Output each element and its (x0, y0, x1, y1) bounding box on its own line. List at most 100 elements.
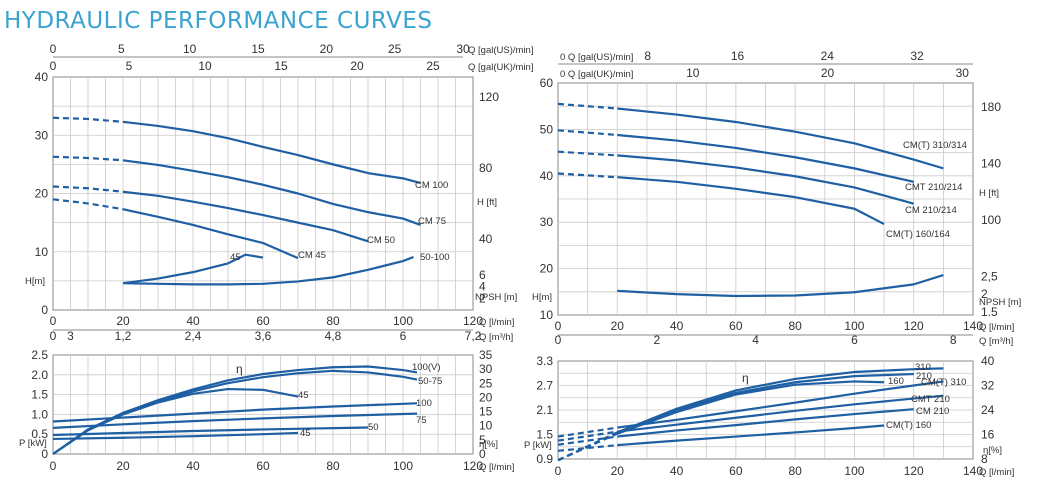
gal-us-tick: 8 (644, 49, 651, 63)
gal-us-axis-label: Q [gal(US)/min] (468, 45, 533, 56)
ft-tick: 100 (981, 213, 1001, 227)
m3h-tick: 8 (950, 333, 957, 347)
y-tick: 60 (540, 76, 554, 90)
npsh-axis-label: NPSH [m] (475, 292, 517, 303)
curve-label: CM(T) 160/164 (886, 229, 950, 240)
x-tick: 120 (904, 319, 924, 333)
y-tick: 0 (41, 447, 48, 461)
y-tick: 3.3 (536, 354, 553, 368)
y-tick: 30 (35, 128, 49, 142)
y-axis-label: H[m] (532, 292, 552, 303)
x-tick: 60 (256, 459, 270, 473)
y-axis-label: P [kW] (524, 440, 552, 451)
series-right_power-1 (616, 372, 914, 434)
curve-label: 50-75 (418, 376, 442, 387)
curve-label: 45 (230, 252, 241, 263)
eta-axis-label: η[%] (479, 439, 498, 450)
curve-label: 50-100 (420, 252, 450, 263)
y-tick: 30 (540, 215, 554, 229)
eta-tick: 20 (479, 390, 493, 404)
x-tick: 140 (963, 319, 983, 333)
eta-tick: 24 (981, 403, 995, 417)
gal-us-axis-label: 0 Q [gal(US)/min] (560, 52, 633, 63)
x-tick: 0 (555, 319, 562, 333)
x-tick: 120 (904, 464, 924, 478)
series-right_power-2 (616, 380, 885, 435)
eta-tick: 15 (479, 405, 493, 419)
x-tick: 100 (393, 459, 413, 473)
eta-tick: 25 (479, 376, 493, 390)
y-tick: 20 (35, 187, 49, 201)
npsh-tick: 2 (981, 287, 988, 301)
x-tick: 80 (326, 314, 340, 328)
curve-label: CM 100 (415, 180, 448, 191)
curve-label: CM 45 (298, 250, 326, 261)
x-tick: 0 (50, 314, 57, 328)
eta-tick: 40 (981, 354, 995, 368)
series-left_power-4 (52, 412, 418, 429)
m3h-tick: 2,4 (185, 329, 202, 343)
series-right_power-2-dashed (557, 432, 618, 462)
series-left_head-0-dashed (52, 116, 124, 123)
curve-label: 210 (916, 371, 932, 382)
y-tick: 10 (35, 245, 49, 259)
x-tick: 120 (463, 314, 483, 328)
series-right_head-3 (617, 176, 885, 226)
series-left_head-4 (122, 253, 264, 285)
x-tick: 40 (186, 459, 200, 473)
curve-label: CM(T) 310/314 (903, 140, 967, 151)
gal-uk-axis-label: Q [gal(UK)/min] (468, 62, 533, 73)
ft-axis-label: H [ft] (477, 197, 497, 208)
series-right_head-2 (617, 154, 915, 205)
series-right_power-3 (617, 380, 944, 429)
x-tick: 100 (844, 464, 864, 478)
gal-us-tick: 24 (821, 49, 835, 63)
m3h-axis-label: Q [m³/h] (979, 336, 1013, 347)
gal-us-tick: 25 (388, 42, 402, 56)
gal-us-tick: 20 (320, 42, 334, 56)
series-left_head-2-dashed (52, 185, 124, 193)
m3h-tick: 3,6 (255, 329, 272, 343)
eta-label: η (742, 371, 749, 385)
x-axis-label: Q [l/min] (979, 322, 1014, 333)
x-tick: 100 (844, 319, 864, 333)
gal-uk-tick: 20 (821, 66, 835, 80)
curve-label: 45 (300, 428, 311, 439)
curve-label: CM 210 (916, 406, 949, 417)
m3h-tick: 1,2 (115, 329, 132, 343)
m3h-tick: 7,2 (465, 329, 482, 343)
x-axis-label: Q [l/min] (479, 317, 514, 328)
series-left_head-5 (122, 255, 414, 286)
series-left_head-1 (122, 159, 421, 226)
eta-label: η (236, 362, 243, 376)
x-tick: 80 (788, 319, 802, 333)
y-tick: 2.7 (536, 379, 553, 393)
gal-us-tick: 32 (910, 49, 924, 63)
eta-tick: 32 (981, 379, 995, 393)
npsh-tick: 4 (479, 280, 486, 294)
x-tick: 0 (555, 464, 562, 478)
y-tick: 2.5 (31, 348, 48, 362)
m3h-tick: 4 (752, 333, 759, 347)
gal-uk-tick: 5 (126, 59, 133, 73)
y-tick: 1.5 (31, 388, 48, 402)
x-tick: 80 (788, 464, 802, 478)
m3h-axis-label: Q [m³/h] (479, 332, 513, 343)
eta-tick: 10 (479, 419, 493, 433)
curve-label: 160 (888, 376, 904, 387)
ft-tick: 40 (479, 232, 493, 246)
gal-us-tick: 5 (118, 42, 125, 56)
x-tick: 40 (186, 314, 200, 328)
gal-uk-tick: 30 (956, 66, 970, 80)
y-tick: 0.5 (31, 427, 48, 441)
gal-uk-tick: 0 (50, 59, 57, 73)
x-tick: 20 (116, 314, 130, 328)
y-axis-label: H[m] (25, 276, 45, 287)
y-tick: 0 (41, 303, 48, 317)
x-tick: 60 (729, 464, 743, 478)
curve-label: 100(V) (412, 362, 441, 373)
gal-uk-tick: 15 (274, 59, 288, 73)
eta-tick: 16 (981, 428, 995, 442)
x-tick: 100 (393, 314, 413, 328)
